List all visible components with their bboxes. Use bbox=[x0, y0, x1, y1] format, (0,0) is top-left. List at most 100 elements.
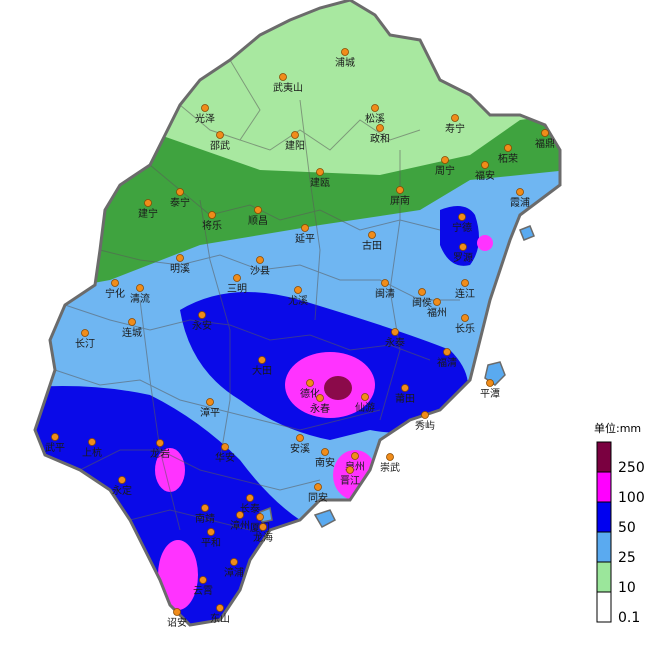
city-label: 连城 bbox=[122, 326, 142, 339]
city-48: 武平 bbox=[45, 433, 65, 454]
city-label: 晋江 bbox=[340, 475, 360, 487]
city-label: 霞浦 bbox=[510, 196, 530, 209]
city-36: 长汀 bbox=[75, 329, 95, 350]
legend-label: 10 bbox=[618, 580, 636, 596]
legend-swatch bbox=[596, 471, 612, 503]
city-11: 周宁 bbox=[435, 156, 455, 177]
city-dot-icon bbox=[258, 356, 266, 364]
legend-label: 25 bbox=[618, 550, 636, 566]
city-dot-icon bbox=[461, 314, 469, 322]
city-7: 建阳 bbox=[285, 131, 305, 152]
city-13: 建瓯 bbox=[310, 168, 330, 189]
city-8: 政和 bbox=[370, 124, 390, 145]
city-6: 邵武 bbox=[210, 131, 230, 152]
city-dot-icon bbox=[321, 448, 329, 456]
city-30: 尤溪 bbox=[288, 286, 308, 307]
city-9: 柘荣 bbox=[498, 144, 518, 165]
zone-darkred-core bbox=[324, 376, 352, 400]
city-3: 光泽 bbox=[195, 104, 215, 125]
city-dot-icon bbox=[230, 558, 238, 566]
city-label: 漳平 bbox=[200, 406, 220, 419]
city-dot-icon bbox=[256, 256, 264, 264]
city-dot-icon bbox=[254, 206, 262, 214]
city-label: 同安 bbox=[308, 491, 328, 504]
city-dot-icon bbox=[144, 199, 152, 207]
city-16: 将乐 bbox=[202, 211, 222, 232]
city-label: 漳浦 bbox=[224, 566, 244, 579]
city-label: 诏安 bbox=[167, 616, 187, 629]
city-label: 屏南 bbox=[390, 194, 410, 207]
city-label: 邵武 bbox=[210, 139, 230, 152]
coastal-island bbox=[313, 509, 336, 529]
city-60: 南靖 bbox=[195, 504, 215, 525]
city-dot-icon bbox=[346, 466, 354, 474]
city-45: 平潭 bbox=[480, 379, 500, 400]
city-dot-icon bbox=[306, 379, 314, 387]
city-dot-icon bbox=[421, 411, 429, 419]
city-label: 长汀 bbox=[75, 338, 95, 350]
city-dot-icon bbox=[233, 274, 241, 282]
city-28: 三明 bbox=[227, 274, 247, 295]
city-label: 光泽 bbox=[195, 112, 215, 125]
legend-swatch bbox=[596, 441, 612, 473]
city-label: 延平 bbox=[295, 233, 315, 245]
city-label: 平和 bbox=[201, 537, 221, 549]
city-dot-icon bbox=[199, 576, 207, 584]
city-68: 东山 bbox=[210, 604, 230, 625]
city-label: 建瓯 bbox=[310, 176, 330, 189]
city-dot-icon bbox=[314, 483, 322, 491]
city-49: 上杭 bbox=[82, 438, 102, 459]
city-dot-icon bbox=[88, 438, 96, 446]
legend-swatch bbox=[596, 531, 612, 563]
legend-title: 单位:mm bbox=[594, 421, 641, 435]
city-dot-icon bbox=[386, 453, 394, 461]
city-label: 福安 bbox=[475, 169, 495, 182]
city-22: 古田 bbox=[362, 231, 382, 252]
city-47: 秀屿 bbox=[415, 411, 435, 432]
city-dot-icon bbox=[176, 254, 184, 262]
city-10: 福鼎 bbox=[535, 129, 555, 150]
city-58: 同安 bbox=[308, 483, 328, 504]
city-dot-icon bbox=[118, 476, 126, 484]
city-label: 武平 bbox=[45, 441, 65, 454]
city-dot-icon bbox=[111, 279, 119, 287]
city-dot-icon bbox=[458, 213, 466, 221]
city-label: 漳州 bbox=[230, 519, 250, 532]
northeast-island bbox=[519, 225, 535, 241]
city-2: 武夷山 bbox=[273, 73, 303, 94]
zone-magenta-luoyuan bbox=[477, 235, 493, 251]
city-label: 秀屿 bbox=[415, 420, 435, 432]
city-dot-icon bbox=[256, 513, 264, 521]
city-label: 南靖 bbox=[195, 512, 215, 525]
city-label: 浦城 bbox=[335, 56, 355, 69]
city-20: 宁德 bbox=[452, 213, 472, 234]
city-label: 宁化 bbox=[105, 287, 125, 300]
city-label: 顺昌 bbox=[248, 215, 268, 227]
city-label: 东山 bbox=[210, 612, 230, 625]
city-dot-icon bbox=[294, 286, 302, 294]
city-label: 古田 bbox=[362, 239, 382, 252]
city-dot-icon bbox=[401, 384, 409, 392]
city-63: 龙海 bbox=[253, 523, 273, 544]
city-4: 松溪 bbox=[365, 104, 385, 125]
city-label: 政和 bbox=[370, 132, 390, 145]
city-label: 福鼎 bbox=[535, 137, 555, 150]
city-34: 长乐 bbox=[455, 314, 475, 335]
city-label: 长泰 bbox=[240, 502, 260, 515]
city-55: 崇武 bbox=[380, 453, 400, 474]
city-label: 永泰 bbox=[385, 336, 405, 349]
city-label: 闽清 bbox=[375, 287, 395, 300]
city-59: 长泰 bbox=[240, 494, 260, 515]
legend-label: 0.1 bbox=[618, 610, 640, 626]
city-label: 泰宁 bbox=[170, 196, 190, 209]
city-dot-icon bbox=[81, 329, 89, 337]
city-dot-icon bbox=[176, 188, 184, 196]
city-dot-icon bbox=[208, 211, 216, 219]
city-31: 闽侯 bbox=[412, 288, 432, 309]
city-dot-icon bbox=[541, 129, 549, 137]
city-label: 福清 bbox=[437, 356, 457, 369]
city-dot-icon bbox=[433, 298, 441, 306]
legend-swatch bbox=[596, 591, 612, 623]
city-dot-icon bbox=[201, 104, 209, 112]
